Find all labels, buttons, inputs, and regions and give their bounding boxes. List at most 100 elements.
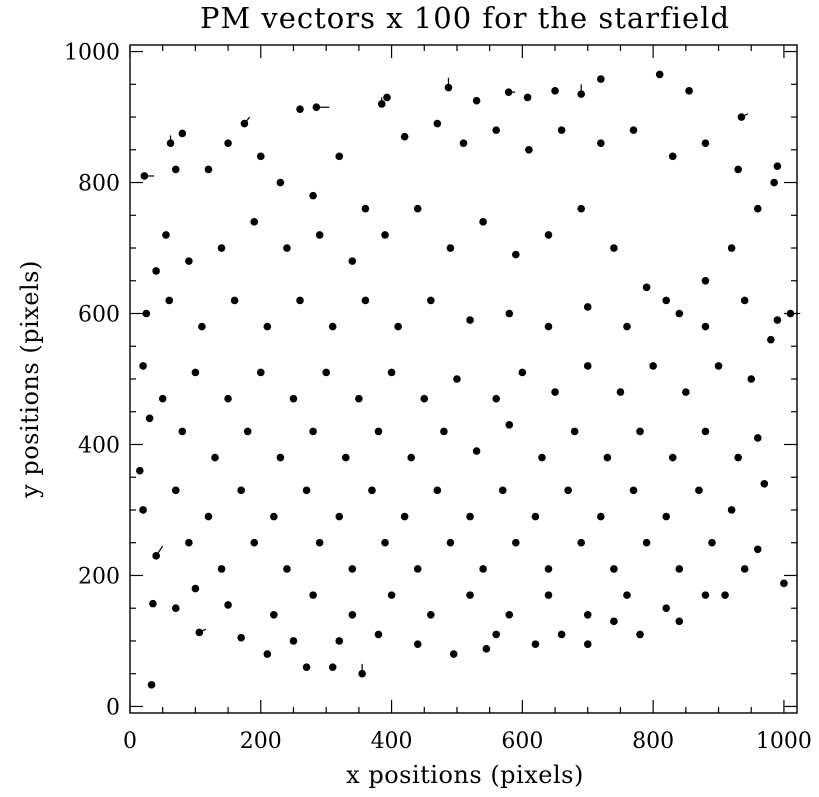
star-point	[263, 322, 272, 331]
star-point	[753, 204, 762, 213]
star-point	[523, 93, 532, 102]
star-point	[668, 152, 677, 161]
star-point	[250, 538, 259, 547]
star-point	[374, 427, 383, 436]
y-tick-labels: 0 200 400 600 800 1000	[64, 41, 120, 721]
star-point	[309, 591, 317, 599]
star-point	[482, 645, 491, 653]
star-point	[250, 218, 259, 226]
star-point	[668, 453, 677, 462]
star-point	[675, 565, 684, 573]
star-point	[466, 591, 474, 599]
star-point	[721, 591, 729, 599]
star-point	[162, 231, 170, 239]
star-point	[335, 637, 344, 645]
star-point	[368, 486, 376, 495]
star-point	[198, 322, 206, 331]
star-point	[381, 231, 389, 239]
star-point	[433, 119, 442, 128]
star-point	[302, 663, 311, 671]
star-point	[381, 538, 389, 547]
star-point	[682, 388, 690, 396]
star-point	[166, 139, 175, 148]
star-point	[256, 368, 265, 377]
star-point	[263, 650, 272, 658]
star-point	[204, 165, 213, 174]
star-point	[544, 231, 553, 239]
star-point	[708, 538, 716, 547]
star-point	[224, 601, 232, 609]
star-point	[140, 172, 149, 180]
star-point	[649, 362, 657, 370]
star-point	[361, 296, 370, 305]
star-point	[557, 630, 566, 639]
star-point	[348, 257, 357, 265]
star-point	[348, 610, 357, 619]
x-tick-label: 200	[240, 729, 282, 754]
star-point	[276, 178, 285, 187]
y-tick-label: 400	[78, 433, 120, 458]
star-point	[472, 447, 481, 455]
star-point	[655, 70, 664, 79]
star-point	[504, 88, 513, 96]
star-point	[512, 538, 520, 547]
star-point	[675, 309, 684, 318]
star-point	[315, 231, 324, 239]
star-point	[453, 375, 461, 383]
star-point	[309, 191, 317, 200]
star-point	[636, 427, 644, 436]
star-point	[283, 244, 291, 252]
star-point	[383, 93, 391, 102]
star-point	[773, 316, 782, 324]
star-point	[195, 628, 204, 637]
star-point	[152, 552, 160, 560]
y-axis-label: y positions (pixels)	[16, 260, 44, 499]
star-point	[224, 394, 232, 403]
star-point	[714, 362, 723, 370]
star-point	[577, 204, 586, 213]
star-point	[289, 637, 298, 645]
star-point	[358, 669, 366, 678]
star-point	[610, 244, 618, 252]
star-point	[767, 335, 775, 344]
y-tick-label: 200	[78, 564, 120, 589]
star-point	[701, 322, 710, 331]
star-point	[616, 388, 625, 396]
x-tick-label: 800	[632, 729, 674, 754]
star-point	[237, 486, 245, 495]
star-point	[191, 584, 200, 593]
x-tick-label: 600	[501, 729, 543, 754]
star-point	[479, 218, 487, 226]
star-point	[312, 103, 321, 112]
star-point	[413, 565, 422, 573]
star-point	[583, 610, 592, 619]
star-point	[597, 75, 605, 83]
star-point	[459, 139, 468, 148]
star-point	[642, 538, 651, 547]
star-point	[420, 394, 429, 403]
star-point	[230, 296, 239, 305]
star-point	[740, 565, 749, 573]
star-point	[171, 165, 180, 174]
star-point	[178, 129, 187, 138]
star-point	[512, 250, 520, 259]
x-tick-label: 400	[371, 729, 413, 754]
star-point	[701, 276, 710, 285]
star-point	[734, 453, 742, 462]
star-point	[780, 579, 788, 588]
star-point	[531, 512, 540, 521]
star-point	[204, 512, 213, 521]
star-point	[185, 538, 193, 547]
star-point	[597, 139, 605, 148]
star-point	[498, 486, 507, 495]
star-point	[629, 486, 638, 495]
star-point	[427, 296, 435, 305]
star-point	[760, 479, 769, 488]
star-point	[433, 486, 442, 495]
star-point	[240, 119, 249, 128]
star-point	[217, 244, 226, 252]
star-point	[413, 204, 422, 213]
star-point	[538, 453, 546, 462]
star-point	[394, 322, 402, 331]
